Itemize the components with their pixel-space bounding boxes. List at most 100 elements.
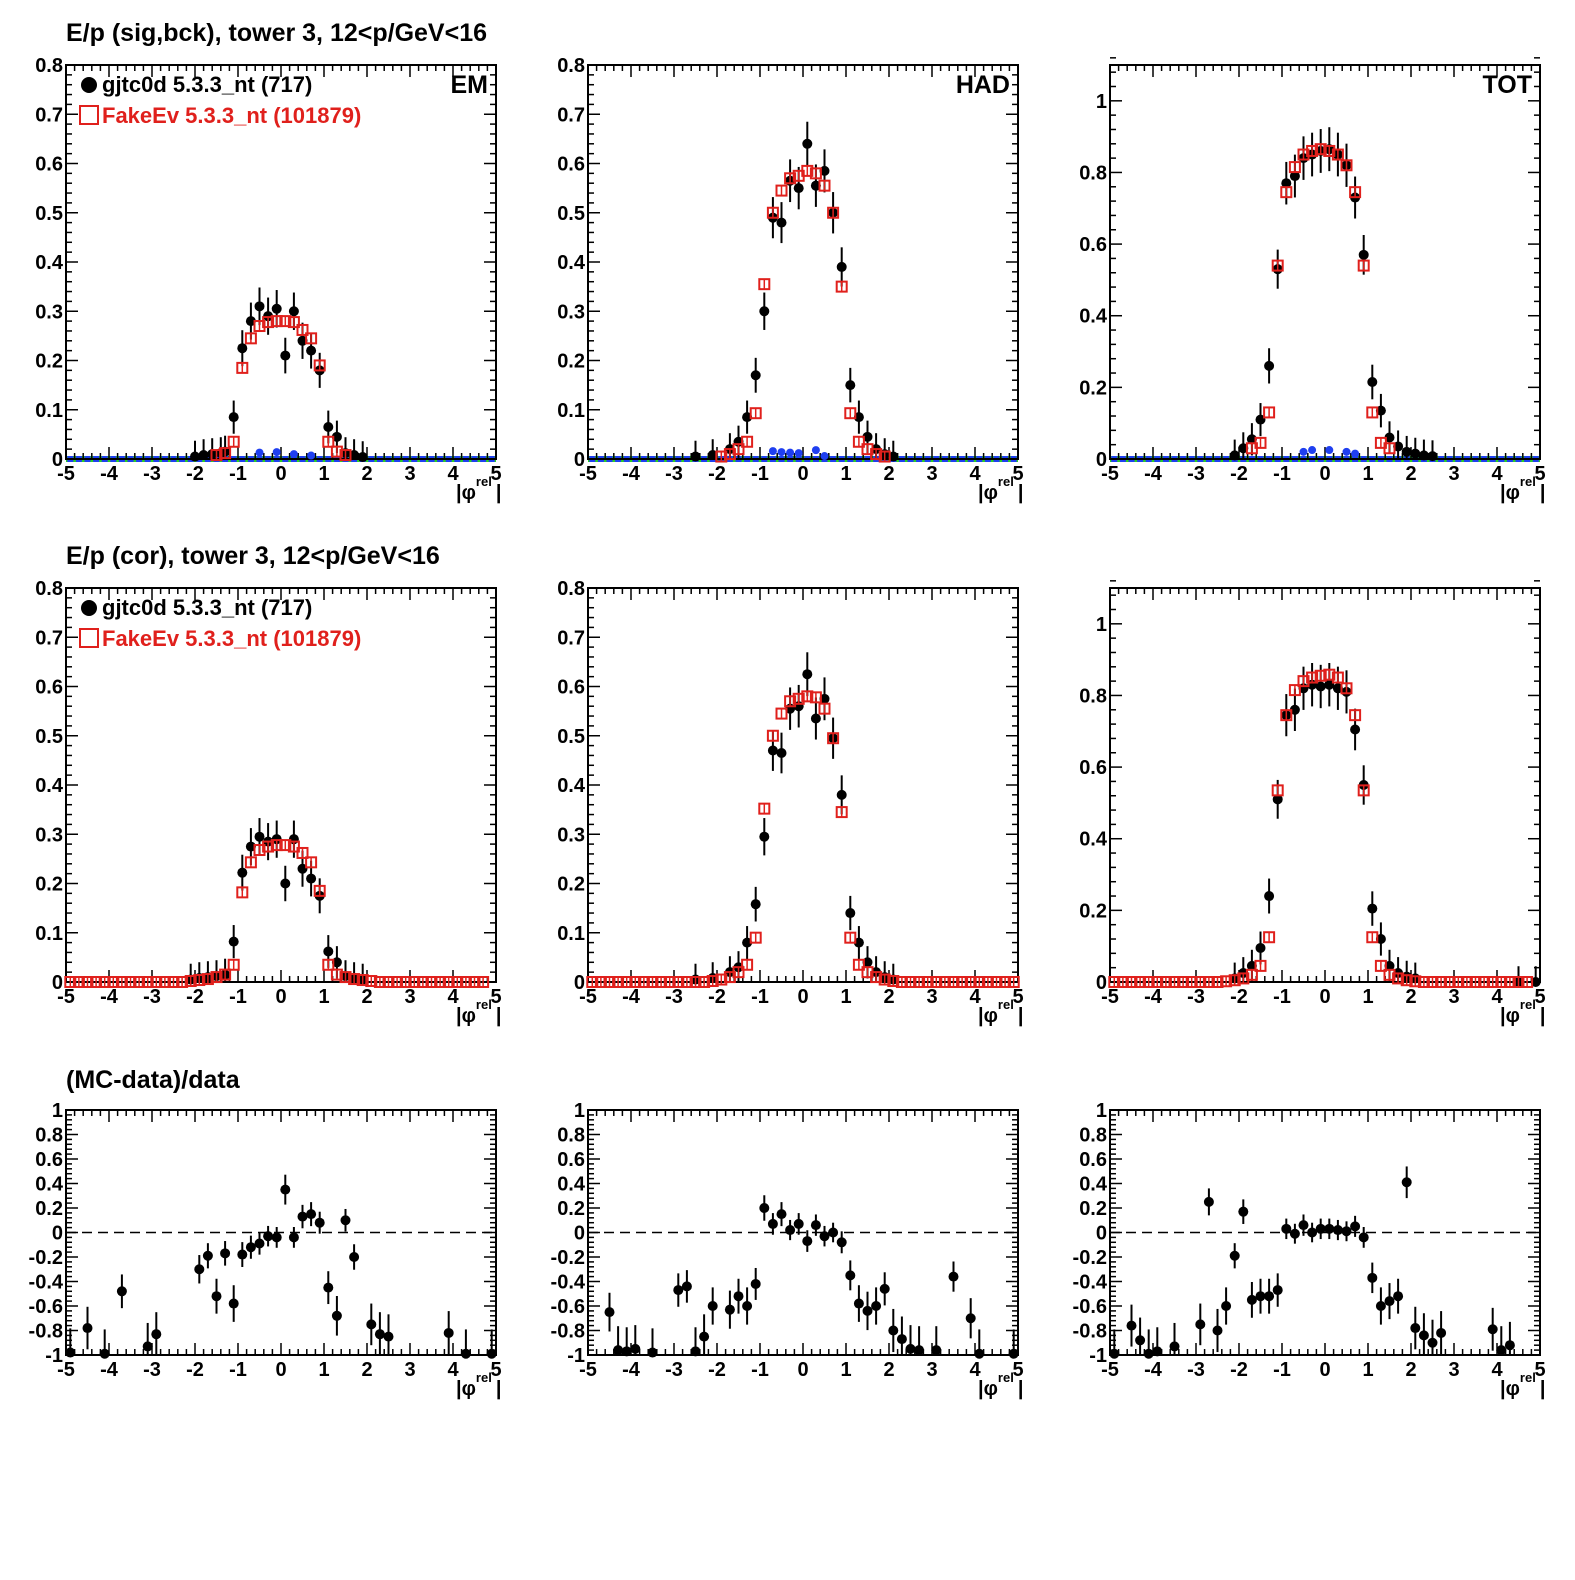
y-tick-label: 0.2 bbox=[1079, 1198, 1107, 1220]
mc-marker bbox=[818, 179, 831, 192]
y-tick-label: 0.5 bbox=[35, 726, 63, 748]
data-marker bbox=[819, 693, 830, 704]
data-marker bbox=[853, 1298, 864, 1309]
data-marker bbox=[1152, 1346, 1163, 1357]
data-marker bbox=[802, 138, 813, 149]
x-tick-label: 1 bbox=[318, 463, 329, 485]
x-tick-label: 2 bbox=[883, 1359, 894, 1381]
mc-marker bbox=[1007, 976, 1020, 988]
panel-5: -5 -4 -3 -2 -1 0 1 2 3 4 5 0 0.1 0.2 0.3 0.4 0.5 0.6 0.7 0.… bbox=[557, 578, 1023, 1027]
mc-marker bbox=[835, 806, 848, 819]
legend-mc-label: FakeEv 5.3.3_nt (101879) bbox=[102, 626, 361, 651]
mc-marker bbox=[408, 976, 421, 988]
y-tick-label: -1 bbox=[45, 1345, 63, 1367]
x-tick-label: 0 bbox=[797, 1359, 808, 1381]
data-marker bbox=[228, 1298, 239, 1309]
mc-marker bbox=[1194, 976, 1207, 988]
mc-marker bbox=[313, 359, 326, 372]
mc-marker bbox=[339, 971, 352, 984]
data-marker bbox=[306, 873, 317, 884]
x-tick-label: -1 bbox=[229, 463, 247, 485]
bck-marker bbox=[768, 447, 777, 456]
data-marker bbox=[1169, 1341, 1180, 1352]
bck-marker bbox=[307, 451, 316, 460]
mc-marker bbox=[1177, 976, 1190, 988]
panel-tag: HAD bbox=[956, 71, 1010, 99]
mc-marker bbox=[313, 884, 326, 897]
data-marker bbox=[1272, 1285, 1283, 1296]
data-marker bbox=[323, 421, 334, 432]
mc-marker bbox=[287, 840, 300, 853]
x-axis-label: |φrel| bbox=[456, 474, 501, 504]
y-tick-label: 1 bbox=[1096, 1100, 1107, 1122]
data-marker bbox=[1126, 1320, 1137, 1331]
mc-marker bbox=[1280, 709, 1293, 722]
panel-4: -5 -4 -3 -2 -1 0 1 2 3 4 5 0 0.1 0.2 0.3 0.4 0.5 0.6 0.7 0.… bbox=[35, 578, 501, 1027]
data-marker bbox=[1315, 681, 1326, 692]
mc-marker bbox=[1349, 709, 1362, 722]
mc-marker bbox=[1452, 976, 1465, 988]
mc-marker bbox=[852, 958, 865, 971]
data-marker bbox=[896, 1334, 907, 1345]
data-marker bbox=[288, 306, 299, 317]
mc-marker bbox=[973, 976, 986, 988]
data-marker bbox=[845, 1270, 856, 1281]
data-marker bbox=[1427, 1337, 1438, 1348]
y-tick-label: 0.3 bbox=[557, 824, 585, 846]
x-tick-label: -3 bbox=[665, 1359, 683, 1381]
bck-marker bbox=[820, 452, 829, 461]
y-tick-label: 0.2 bbox=[35, 1198, 63, 1220]
data-marker bbox=[793, 183, 804, 194]
y-tick-label: 0.8 bbox=[557, 1125, 585, 1147]
mc-marker bbox=[1426, 976, 1439, 988]
mc-marker bbox=[330, 445, 343, 458]
x-tick-label: 4 bbox=[969, 986, 981, 1008]
y-tick-label: 0.5 bbox=[35, 203, 63, 225]
data-marker bbox=[306, 345, 317, 356]
data-marker bbox=[707, 450, 718, 461]
mc-marker bbox=[818, 702, 831, 715]
bck-marker bbox=[811, 446, 820, 455]
data-marker bbox=[1255, 1291, 1266, 1302]
mc-marker bbox=[655, 976, 668, 988]
mc-marker bbox=[1245, 968, 1258, 981]
x-tick-label: -1 bbox=[1273, 986, 1291, 1008]
data-marker bbox=[1203, 1196, 1214, 1207]
x-tick-label: 4 bbox=[1491, 463, 1503, 485]
mc-marker bbox=[887, 975, 900, 988]
mc-marker bbox=[835, 280, 848, 293]
x-tick-label: -1 bbox=[751, 1359, 769, 1381]
y-tick-label: 0 bbox=[574, 972, 585, 994]
mc-marker bbox=[741, 958, 754, 971]
mc-marker bbox=[98, 976, 111, 988]
x-tick-label: 1 bbox=[1362, 986, 1373, 1008]
mc-marker bbox=[603, 976, 616, 988]
mc-marker bbox=[809, 691, 822, 704]
data-marker bbox=[1289, 1228, 1300, 1239]
data-marker bbox=[1281, 178, 1292, 189]
data-marker bbox=[802, 669, 813, 680]
data-marker bbox=[1375, 405, 1386, 416]
bck-marker bbox=[1342, 447, 1351, 456]
x-tick-label: -5 bbox=[1101, 986, 1119, 1008]
data-marker bbox=[604, 1307, 615, 1318]
data-marker bbox=[1427, 451, 1438, 462]
data-marker bbox=[1384, 960, 1395, 971]
plot-frame bbox=[587, 587, 1019, 983]
y-tick-label: 0.8 bbox=[557, 55, 585, 77]
data-marker bbox=[1255, 414, 1266, 425]
x-tick-label: -4 bbox=[100, 1359, 119, 1381]
y-tick-label: 0.6 bbox=[557, 1149, 585, 1171]
mc-marker bbox=[913, 976, 926, 988]
y-tick-label: 0.1 bbox=[557, 400, 585, 422]
data-marker bbox=[340, 1215, 351, 1226]
mc-marker bbox=[784, 172, 797, 185]
row-title-3: (MC-data)/data bbox=[66, 1066, 240, 1094]
x-tick-label: -5 bbox=[57, 1359, 75, 1381]
mc-marker bbox=[236, 886, 249, 899]
mc-marker bbox=[758, 802, 771, 815]
mc-marker bbox=[305, 332, 318, 345]
data-marker bbox=[190, 451, 200, 462]
panel-9: -5 -4 -3 -2 -1 0 1 2 3 4 5-1-0.8-0.6-0.4-0.200.20.… bbox=[1073, 1100, 1546, 1400]
